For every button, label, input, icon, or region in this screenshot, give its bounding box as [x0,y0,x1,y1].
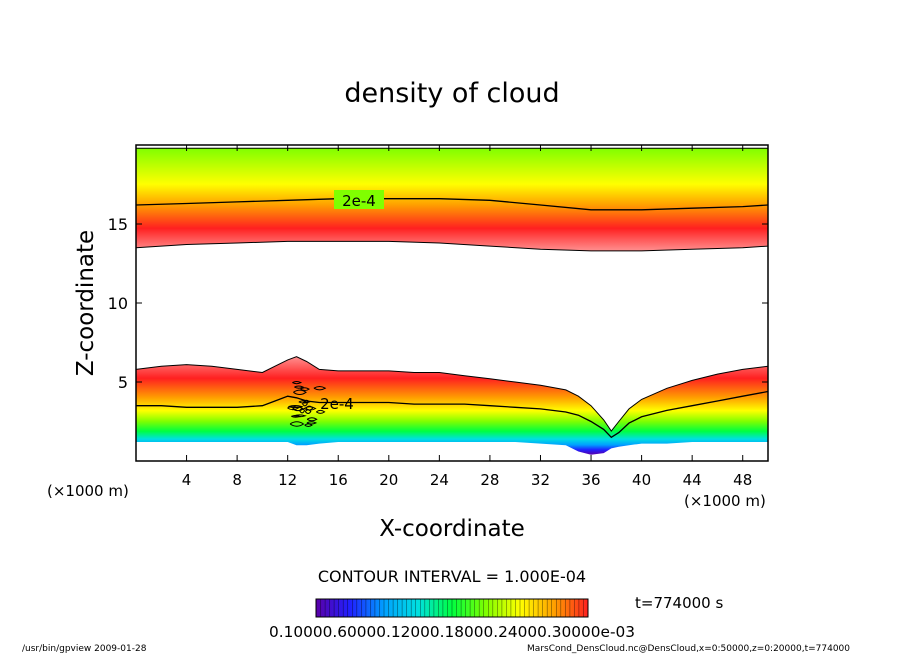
y-tick-label: 5 [118,373,128,392]
colorbar-labels: 0.10000.60000.12000.18000.24000.30000e-0… [269,623,635,641]
footer-right: MarsCond_DensCloud.nc@DensCloud,x=0:5000… [527,644,850,654]
y-axis-ticks: 5 10 15 [108,215,768,392]
turbulence-contour [289,421,305,427]
turbulence-contour [306,417,318,422]
turbulence-contour [292,381,302,385]
contour-label-upper: 2e-4 [342,192,376,210]
turbulence-contour [303,406,317,411]
turbulence-contour [288,405,304,409]
lower-contour-2e-4 [136,390,768,439]
y-tick-label: 15 [108,215,128,234]
turbulence-contour [313,386,327,391]
upper-contour-2e-4 [136,198,768,211]
x-tick-label: 16 [329,471,348,489]
time-label: t=774000 s [635,594,723,612]
x-tick-label: 20 [379,471,398,489]
x-tick-label: 40 [632,471,651,489]
turbulence-contour [316,409,326,414]
chart-title: density of cloud [344,78,559,109]
upper-layer-boundary-bottom [136,240,768,252]
colorbar-ticks [320,599,584,617]
footer-left: /usr/bin/gpview 2009-01-28 [22,644,147,654]
lower-layer-boundary-top [136,356,768,432]
plot-area [136,145,768,461]
x-tick-label: 48 [733,471,752,489]
x-tick-label: 4 [182,471,192,489]
x-unit-label-left: (×1000 m) [47,482,129,500]
turbulence-contour [302,401,308,407]
contour-interval-text: CONTOUR INTERVAL = 1.000E-04 [318,567,586,586]
turbulence-contour [294,385,305,389]
x-tick-label: 12 [278,471,297,489]
turbulence-contour [299,408,306,414]
contour-label-lower: 2e-4 [320,395,354,413]
turbulence-contour [292,406,305,412]
x-tick-label: 36 [581,471,600,489]
x-tick-label: 24 [430,471,449,489]
contour-label-upper-bg [334,190,384,209]
turbulence-contour [293,414,307,418]
x-tick-label: 44 [683,471,702,489]
lower-cloud-layer [136,356,768,455]
y-axis-label: Z-coordinate [73,230,99,376]
x-tick-label: 32 [531,471,550,489]
x-axis-label: X-coordinate [379,516,525,542]
x-axis-ticks: 4 8 12 16 20 24 28 32 36 40 44 48 [182,145,752,489]
x-tick-label: 28 [480,471,499,489]
y-tick-label: 10 [108,294,128,313]
turbulence-contour [304,423,313,427]
turbulence-contour [293,389,307,395]
turbulence-contour [287,405,300,411]
x-tick-label: 8 [232,471,242,489]
x-unit-label-right: (×1000 m) [684,492,766,510]
